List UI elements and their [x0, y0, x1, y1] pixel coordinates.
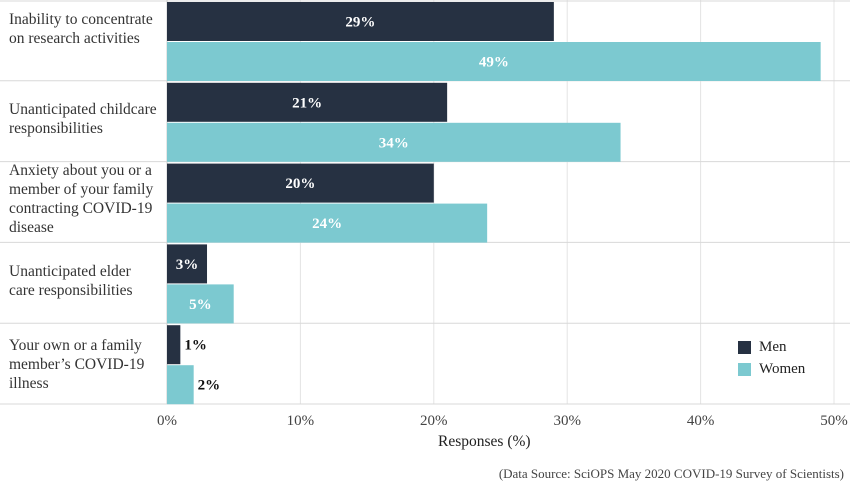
category-label-line: Inability to concentrate: [9, 11, 153, 28]
bar-women: [167, 284, 234, 324]
bar-men: [167, 244, 208, 284]
x-tick-label: 10%: [287, 413, 315, 429]
x-tick-label: 30%: [553, 413, 581, 429]
category-label-line: Unanticipated childcare: [9, 101, 157, 118]
category-label: Inability to concentrate on research acti…: [9, 10, 164, 48]
legend-swatch-women: [738, 362, 751, 376]
category-label-line: contracting COVID-19: [9, 200, 153, 217]
category-label-line: Anxiety about you or a: [9, 162, 152, 179]
x-tick-label: 20%: [420, 413, 448, 429]
category-label-line: Unanticipated elder: [9, 263, 131, 280]
bar-value-label: 1%: [184, 338, 207, 354]
legend-label-men: Men: [759, 338, 787, 355]
category-label-line: care responsibilities: [9, 282, 133, 299]
x-axis-title: Responses (%): [438, 433, 531, 450]
bar-value-label: 49%: [479, 55, 509, 71]
x-tick-label: 40%: [687, 413, 715, 429]
bar-women: [167, 203, 488, 243]
bar-value-label: 5%: [189, 297, 212, 313]
bar-women: [167, 365, 194, 405]
category-label: Unanticipated childcare responsibilities: [9, 100, 164, 138]
bar-value-label: 21%: [292, 95, 322, 111]
bar-men: [167, 163, 434, 203]
bar-value-label: 34%: [379, 135, 409, 151]
category-label: Unanticipated elder care responsibilities: [9, 262, 164, 300]
category-label-line: on research activities: [9, 30, 140, 47]
bar-value-label: 20%: [285, 176, 315, 192]
legend-item-men: Men: [738, 336, 805, 358]
legend-label-women: Women: [759, 360, 806, 377]
category-label-line: responsibilities: [9, 120, 103, 137]
category-label: Anxiety about you or a member of your fam…: [9, 161, 164, 237]
x-tick-label: 0%: [157, 413, 177, 429]
bar-men: [167, 2, 554, 41]
bar-value-label: 2%: [198, 378, 221, 394]
bar-value-label: 3%: [176, 257, 199, 273]
category-label-line: illness: [9, 375, 49, 392]
bar-women: [167, 122, 621, 162]
legend: Men Women: [738, 336, 805, 380]
bar-men: [167, 325, 181, 365]
x-tick-label: 50%: [820, 413, 848, 429]
bar-men: [167, 82, 448, 122]
bar-women: [167, 42, 821, 81]
category-label-line: disease: [9, 219, 54, 236]
bar-value-label: 29%: [345, 15, 375, 31]
category-label-line: member’s COVID-19: [9, 356, 145, 373]
category-label: Your own or a family member’s COVID-19 ill…: [9, 336, 164, 393]
data-source-note: (Data Source: SciOPS May 2020 COVID-19 S…: [498, 466, 844, 481]
legend-swatch-men: [738, 340, 751, 354]
legend-item-women: Women: [738, 358, 805, 380]
category-label-line: Your own or a family: [9, 337, 142, 354]
bar-value-label: 24%: [312, 216, 342, 232]
category-label-line: member of your family: [9, 181, 154, 198]
